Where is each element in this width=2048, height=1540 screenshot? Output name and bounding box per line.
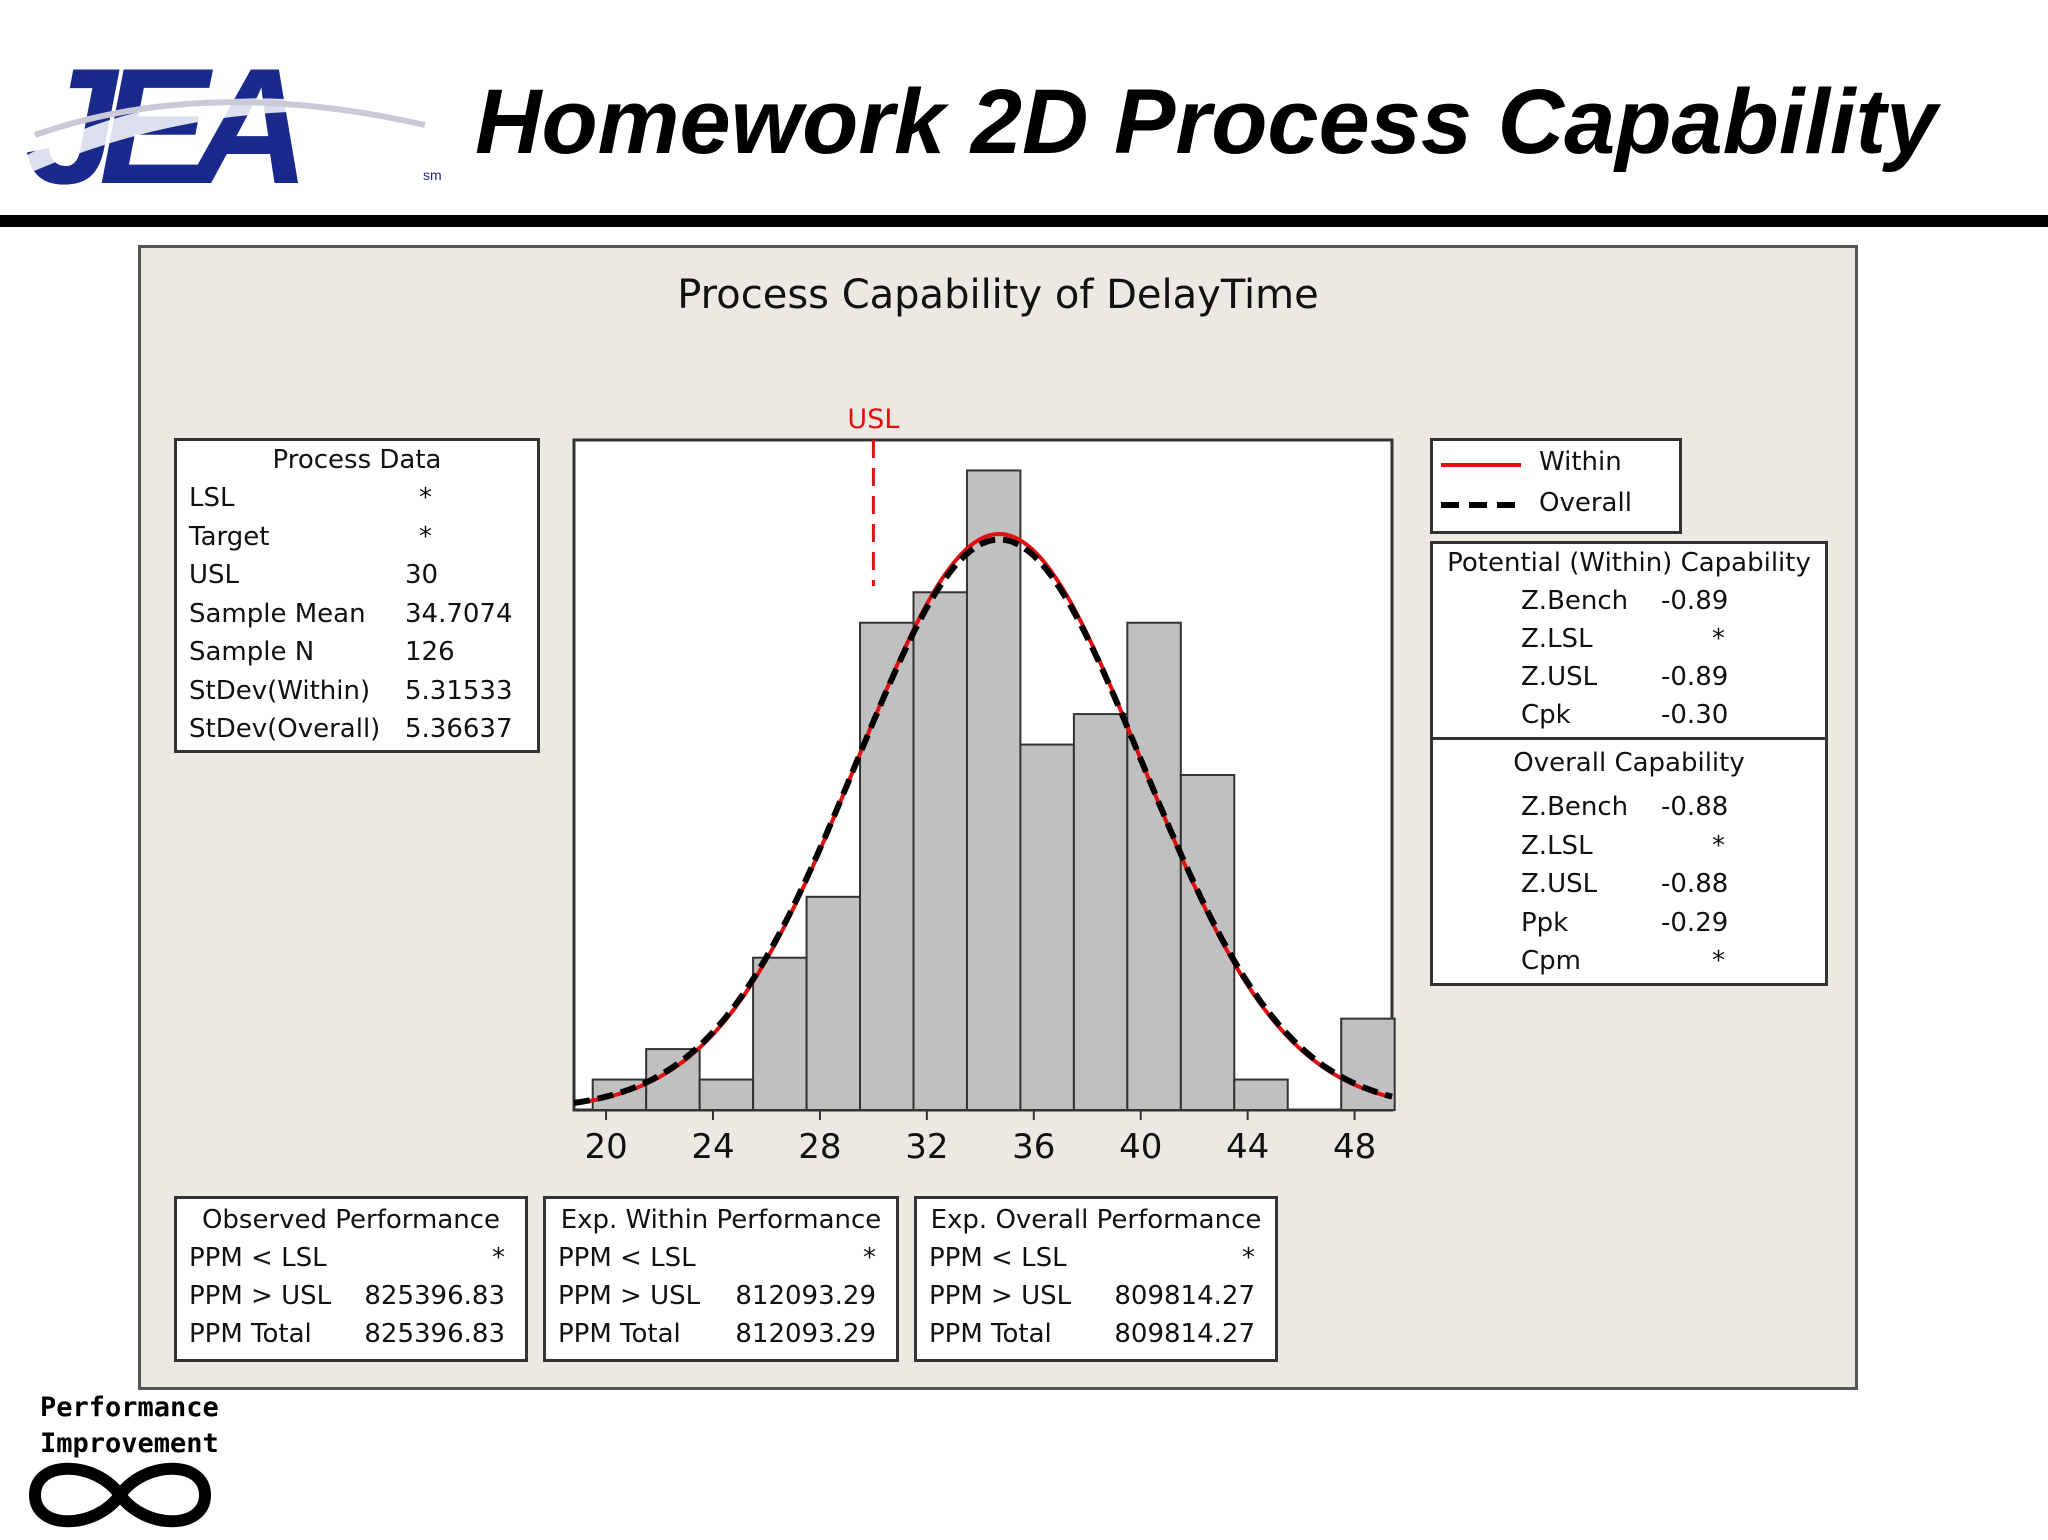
potential-header: Potential (Within) Capability	[1447, 548, 1811, 578]
stat-label: Z.Bench	[1521, 792, 1629, 822]
stat-value: *	[1712, 830, 1725, 861]
stat-label: Z.LSL	[1521, 830, 1593, 861]
stat-value: 5.36637	[405, 714, 513, 744]
stat-label: PPM < LSL	[929, 1243, 1067, 1273]
stat-value: -0.30	[1661, 700, 1729, 730]
stat-label: Z.USL	[1521, 869, 1598, 899]
capability-box: Potential (Within) Capability Z.Bench -0.…	[1430, 541, 1828, 986]
overall-curve	[573, 536, 1393, 1106]
histogram-bar	[965, 469, 1022, 1112]
stat-value: *	[419, 521, 432, 552]
histogram-bar	[1126, 621, 1182, 1111]
exp-overall-performance-box: Exp. Overall Performance PPM < LSL * PPM >…	[914, 1196, 1278, 1362]
legend-overall-label: Overall	[1539, 488, 1632, 518]
observed-header: Observed Performance	[201, 1205, 501, 1235]
stat-value: -0.29	[1661, 907, 1729, 938]
stat-label: Sample N	[189, 637, 315, 667]
exp-within-header: Exp. Within Performance	[560, 1205, 882, 1235]
stat-value: -0.88	[1661, 869, 1729, 899]
stat-value: *	[1242, 1243, 1255, 1273]
histogram-bar	[912, 591, 968, 1112]
overall-cap-header: Overall Capability	[1513, 748, 1745, 778]
histogram-bar	[1019, 743, 1075, 1111]
legend-within-label: Within	[1539, 447, 1622, 477]
observed-performance-box: Observed Performance PPM < LSL * PPM > USL…	[174, 1196, 528, 1362]
histogram-bar	[752, 956, 808, 1112]
chart-title: Process Capability of DelayTime	[677, 272, 1318, 318]
pi-line1: Performance	[40, 1392, 219, 1423]
process-data-header: Process Data	[272, 445, 442, 475]
x-tick-label: 40	[1119, 1127, 1162, 1167]
stat-label: Z.LSL	[1521, 624, 1593, 654]
stat-value: 812093.29	[735, 1319, 876, 1349]
x-tick-label: 24	[691, 1127, 734, 1167]
stat-label: PPM > USL	[189, 1281, 332, 1311]
stat-label: StDev(Within)	[189, 675, 371, 706]
stat-label: LSL	[189, 483, 235, 513]
stat-value: *	[419, 483, 432, 513]
stat-label: USL	[189, 560, 240, 590]
stat-label: PPM Total	[929, 1319, 1052, 1349]
x-tick-label: 44	[1226, 1127, 1269, 1167]
stat-label: PPM < LSL	[189, 1243, 327, 1273]
chart-panel: Process Capability of DelayTime USL 20 24 28…	[138, 245, 1858, 1390]
stat-value: 809814.27	[1114, 1319, 1255, 1349]
pi-line2: Improvement	[40, 1428, 219, 1459]
stat-value: *	[1712, 946, 1725, 976]
infinity-icon	[25, 1455, 215, 1540]
process-data-box: Process Data LSL * Target * USL 30 Sample Mean…	[174, 438, 540, 753]
stat-label: PPM > USL	[929, 1281, 1072, 1311]
exp-within-performance-box: Exp. Within Performance PPM < LSL * PPM > …	[543, 1196, 899, 1362]
logo-mark: sm	[423, 167, 442, 183]
stat-label: Ppk	[1521, 907, 1569, 938]
usl-label: USL	[847, 404, 899, 435]
stat-label: PPM Total	[189, 1319, 312, 1349]
stat-value: -0.89	[1661, 586, 1729, 616]
stat-label: Target	[189, 521, 270, 552]
stat-value: 5.31533	[405, 675, 513, 706]
stat-label: Cpk	[1521, 700, 1571, 730]
histogram-bar	[1233, 1078, 1289, 1112]
stat-value: 126	[405, 637, 455, 667]
stat-value: 812093.29	[735, 1281, 876, 1311]
histogram-bar	[1072, 713, 1129, 1111]
histogram-bar	[859, 621, 915, 1111]
stat-label: StDev(Overall)	[189, 714, 381, 744]
title-rule	[0, 215, 2048, 227]
histogram-bar	[698, 1078, 755, 1112]
stat-label: PPM > USL	[558, 1281, 701, 1311]
stat-label: PPM < LSL	[558, 1243, 696, 1273]
stat-label: Sample Mean	[189, 598, 366, 629]
x-tick-label: 32	[905, 1127, 948, 1167]
stat-value: *	[492, 1243, 505, 1273]
x-tick-label: 48	[1333, 1127, 1376, 1167]
stat-label: Z.Bench	[1521, 586, 1629, 616]
capability-divider	[1433, 737, 1825, 740]
stat-value: -0.89	[1661, 662, 1729, 692]
x-tick-label: 20	[584, 1127, 627, 1167]
stat-value: *	[863, 1243, 876, 1273]
stat-value: 825396.83	[364, 1281, 505, 1311]
stat-value: 34.7074	[405, 598, 513, 629]
histogram-bar	[805, 895, 862, 1111]
stat-value: 809814.27	[1114, 1281, 1255, 1311]
legend-swatches	[1441, 463, 1521, 508]
stat-value: -0.88	[1661, 792, 1729, 822]
stat-value: 30	[405, 560, 439, 590]
x-tick-label: 28	[798, 1127, 841, 1167]
stat-value: *	[1712, 624, 1725, 654]
exp-overall-header: Exp. Overall Performance	[930, 1205, 1262, 1235]
stat-label: PPM Total	[558, 1319, 681, 1349]
histogram-chart: Process Capability of DelayTime USL 20 24 28…	[572, 272, 1396, 1167]
legend-box: Within Overall	[1430, 438, 1682, 534]
stat-label: Z.USL	[1521, 662, 1598, 692]
stat-value: 825396.83	[364, 1319, 505, 1349]
jea-logo: JEA sm	[5, 25, 455, 218]
stat-label: Cpm	[1521, 946, 1581, 976]
x-tick-label: 36	[1012, 1127, 1055, 1167]
pi-footer-text: Performance Improvement	[40, 1390, 219, 1462]
slide-title: Homework 2D Process Capability	[475, 71, 1938, 173]
